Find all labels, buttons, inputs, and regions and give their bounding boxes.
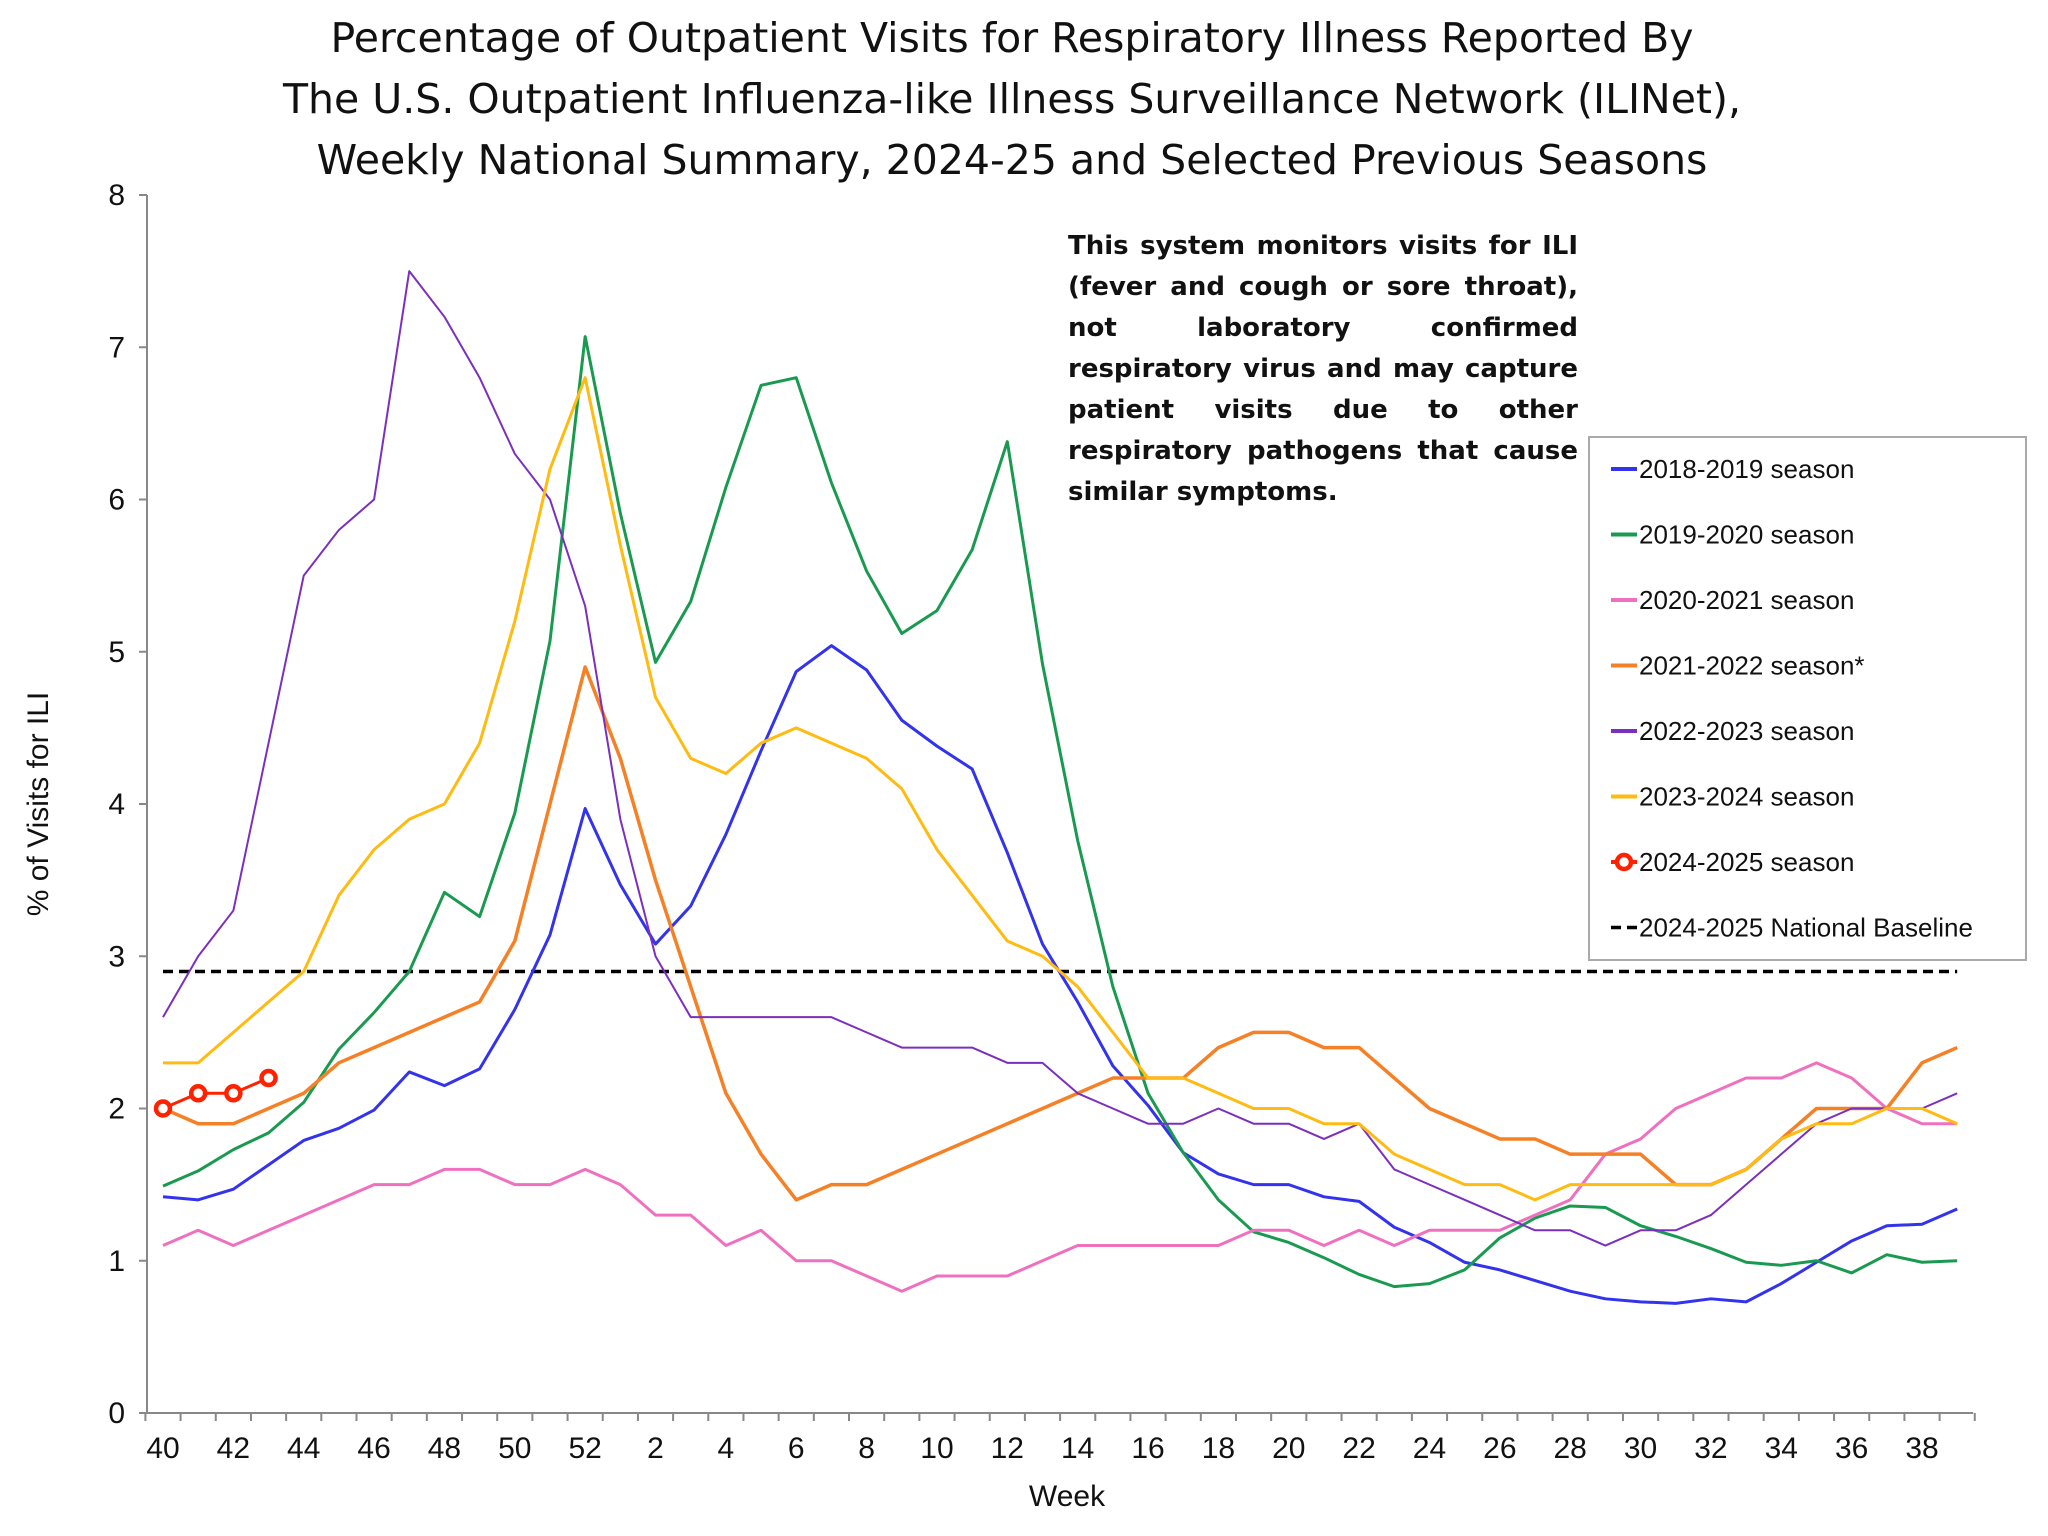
series-line-2023-2024	[163, 376, 1958, 1202]
legend-item: 2020-2021 season	[1611, 585, 1854, 615]
y-tick-label: 1	[108, 1245, 125, 1278]
x-tick-label: 22	[1342, 1432, 1375, 1465]
series-line-2022-2023	[162, 270, 1958, 1247]
title-line-2: The U.S. Outpatient Influenza-like Illne…	[282, 75, 1742, 123]
x-tick-label: 38	[1905, 1432, 1938, 1465]
title-line-3: Weekly National Summary, 2024-25 and Sel…	[316, 136, 1708, 184]
y-tick-label: 8	[108, 179, 125, 212]
y-tick-label: 5	[108, 636, 125, 669]
y-tick-label: 3	[108, 940, 125, 973]
x-tick-label: 32	[1694, 1432, 1727, 1465]
x-tick-label: 36	[1835, 1432, 1868, 1465]
x-tick-label: 40	[146, 1432, 179, 1465]
x-tick-label: 42	[217, 1432, 250, 1465]
x-tick-label: 8	[858, 1432, 875, 1465]
legend-item: 2021-2022 season*	[1611, 651, 1865, 681]
legend-label: 2019-2020 season	[1639, 520, 1854, 550]
y-axis-label: % of Visits for ILI	[22, 692, 55, 917]
data-point	[188, 1084, 208, 1103]
x-tick-label: 16	[1131, 1432, 1164, 1465]
series-line-2020-2021	[162, 1061, 1958, 1293]
legend-item: 2018-2019 season	[1611, 454, 1854, 484]
data-point	[259, 1068, 278, 1088]
title-line-1: Percentage of Outpatient Visits for Resp…	[330, 14, 1694, 62]
data-point	[153, 1099, 173, 1118]
x-tick-label: 24	[1413, 1432, 1446, 1465]
legend-marker-swatch	[1614, 852, 1634, 872]
chart-title: Percentage of Outpatient Visits for Resp…	[0, 8, 2024, 191]
x-tick-label: 18	[1202, 1432, 1235, 1465]
legend-label: 2020-2021 season	[1639, 585, 1854, 615]
annotation-note: This system monitors visits for ILI (fev…	[1068, 231, 1578, 507]
data-point	[224, 1084, 243, 1103]
legend-item: 2024-2025 season	[1611, 847, 1854, 877]
y-tick-label: 2	[108, 1093, 125, 1126]
x-tick-label: 46	[357, 1432, 390, 1465]
legend-label: 2021-2022 season*	[1639, 651, 1865, 681]
x-tick-label: 10	[920, 1432, 953, 1465]
y-tick-label: 0	[108, 1397, 125, 1430]
x-tick-label: 48	[428, 1432, 461, 1465]
x-tick-label: 30	[1624, 1432, 1657, 1465]
x-tick-label: 28	[1554, 1432, 1587, 1465]
legend-label: 2024-2025 National Baseline	[1639, 913, 1973, 943]
legend-item: 2023-2024 season	[1611, 782, 1854, 812]
x-tick-label: 50	[498, 1432, 531, 1465]
series-line-2021-2022	[162, 665, 1958, 1202]
legend: 2018-2019 season 2019-2020 season 2020-202…	[1588, 436, 2027, 961]
x-tick-label: 52	[568, 1432, 601, 1465]
y-tick-label: 4	[108, 788, 125, 821]
series-line-2024-2025	[162, 1076, 270, 1110]
x-tick-label: 44	[287, 1432, 320, 1465]
x-tick-label: 34	[1765, 1432, 1798, 1465]
legend-label: 2018-2019 season	[1639, 454, 1854, 484]
x-axis-label: Week	[1029, 1480, 1106, 1513]
legend-item: 2024-2025 National Baseline	[1611, 913, 1973, 943]
legend-item: 2019-2020 season	[1611, 520, 1854, 550]
legend-label: 2022-2023 season	[1639, 716, 1854, 746]
y-tick-label: 7	[108, 331, 125, 364]
x-tick-label: 2	[647, 1432, 664, 1465]
legend-box	[1588, 436, 2027, 961]
x-tick-label: 6	[788, 1432, 805, 1465]
y-tick-label: 6	[108, 484, 125, 517]
legend-label: 2024-2025 season	[1639, 847, 1854, 877]
x-tick-label: 26	[1483, 1432, 1516, 1465]
x-tick-label: 4	[718, 1432, 735, 1465]
x-tick-label: 12	[991, 1432, 1024, 1465]
x-tick-label: 14	[1061, 1432, 1094, 1465]
x-tick-label: 20	[1272, 1432, 1305, 1465]
legend-item: 2022-2023 season	[1611, 716, 1854, 746]
series-lines	[153, 270, 1958, 1305]
legend-label: 2023-2024 season	[1639, 782, 1854, 812]
